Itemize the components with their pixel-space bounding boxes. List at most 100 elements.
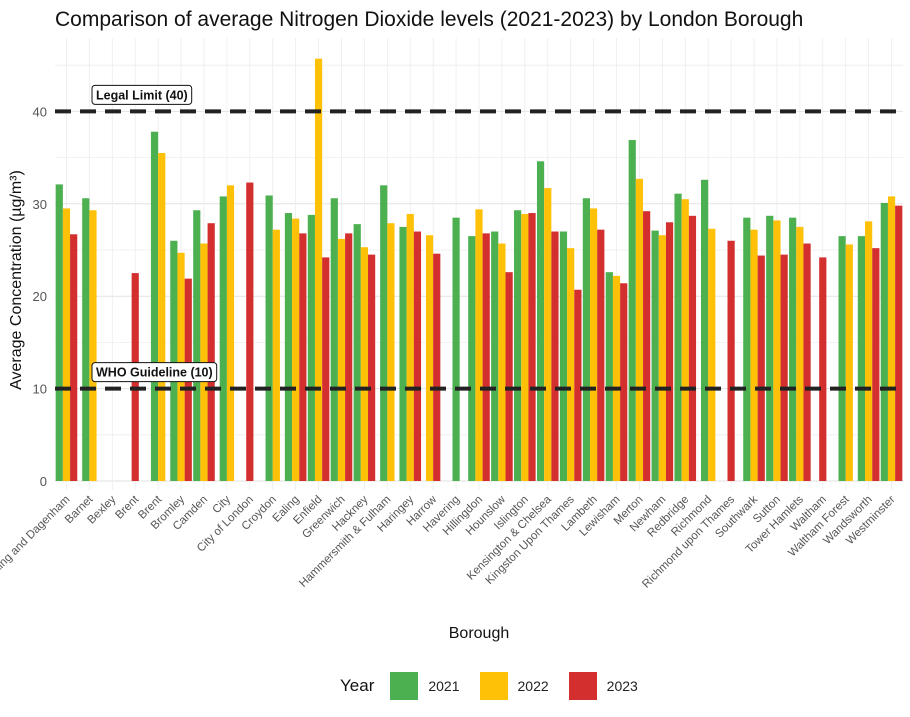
legend-swatch-2022 <box>479 672 508 700</box>
bar-2023-19 <box>505 272 513 481</box>
bar-2022-20 <box>521 213 529 482</box>
y-tick-label: 30 <box>33 197 47 212</box>
y-tick-label: 20 <box>33 289 47 304</box>
bar-2021-6 <box>193 210 201 481</box>
bar-2022-25 <box>635 178 644 482</box>
bar-2023-15 <box>413 231 422 481</box>
bar-2023-22 <box>574 289 582 481</box>
bar-2022-16 <box>425 235 434 481</box>
bar-2021-15 <box>399 226 407 481</box>
bar-2021-22 <box>559 231 568 481</box>
bar-2021-24 <box>605 272 613 481</box>
bar-2023-35 <box>872 248 880 481</box>
bar-2023-0 <box>70 234 78 481</box>
y-tick-label: 40 <box>33 104 47 119</box>
bar-2021-25 <box>628 140 636 481</box>
bar-2022-18 <box>475 209 483 481</box>
bar-2023-20 <box>528 213 536 482</box>
legend-label-2023: 2023 <box>606 678 638 694</box>
bar-2021-18 <box>468 236 476 481</box>
bar-2022-22 <box>567 248 575 481</box>
bar-2023-11 <box>322 257 330 481</box>
y-tick-label: 10 <box>33 382 47 397</box>
bar-2021-12 <box>330 198 338 482</box>
bar-2021-19 <box>491 231 499 481</box>
bar-2021-35 <box>857 236 866 481</box>
bar-2022-28 <box>708 228 716 481</box>
bar-2022-1 <box>89 210 97 481</box>
bar-2023-12 <box>345 233 353 481</box>
bar-2021-36 <box>880 202 888 481</box>
bar-2022-19 <box>498 243 506 481</box>
bar-2022-9 <box>272 229 280 481</box>
bar-2023-32 <box>803 243 811 481</box>
bar-2023-29 <box>727 240 735 481</box>
bar-2021-26 <box>651 230 659 481</box>
legend-title: Year <box>340 676 375 695</box>
bar-2023-25 <box>643 211 651 481</box>
bar-2021-4 <box>150 131 159 481</box>
bar-2022-12 <box>337 238 346 481</box>
x-tick-label: Barking and Dagenham <box>0 494 73 588</box>
y-tick-label: 0 <box>40 474 47 489</box>
bar-2022-35 <box>865 221 873 481</box>
x-axis-title: Borough <box>449 625 510 642</box>
legend-label-2022: 2022 <box>517 678 549 694</box>
bar-2021-32 <box>789 217 797 481</box>
bar-2021-5 <box>170 240 178 481</box>
bar-2021-30 <box>743 217 751 481</box>
bar-2021-14 <box>380 185 388 481</box>
bar-2022-36 <box>887 196 896 481</box>
bar-2022-21 <box>544 188 552 482</box>
bar-2022-0 <box>62 208 71 482</box>
bar-2023-27 <box>688 215 697 481</box>
bar-2023-18 <box>482 233 490 481</box>
legend: Year 2021 2022 2023 <box>340 672 658 700</box>
legend-swatch-2021 <box>390 672 419 700</box>
reference-label-40: Legal Limit (40) <box>96 88 188 102</box>
bar-2022-27 <box>681 199 689 481</box>
bar-2022-32 <box>796 226 804 481</box>
bar-2021-21 <box>536 161 545 481</box>
y-axis-title: Average Concentration (µg/m³) <box>8 170 25 390</box>
bar-2023-30 <box>757 255 765 481</box>
bar-2023-36 <box>895 205 903 481</box>
bar-2022-34 <box>845 244 853 481</box>
legend-label-2021: 2021 <box>428 678 460 694</box>
bar-2023-23 <box>597 229 605 481</box>
legend-item-2021: 2021 <box>390 672 460 700</box>
chart-title: Comparison of average Nitrogen Dioxide l… <box>55 8 804 31</box>
bar-2023-21 <box>551 231 559 481</box>
bar-2021-17 <box>452 217 460 481</box>
bar-2022-4 <box>158 152 166 482</box>
bar-2023-16 <box>433 253 441 481</box>
bar-2021-7 <box>219 196 227 481</box>
bar-2022-24 <box>612 275 621 481</box>
bar-2021-0 <box>55 184 63 481</box>
bar-2021-28 <box>700 179 709 481</box>
reference-lines-layer: Legal Limit (40) WHO Guideline (10) <box>55 84 903 391</box>
bar-2023-33 <box>819 257 827 481</box>
bar-2021-34 <box>838 236 846 481</box>
bar-2022-23 <box>589 208 598 482</box>
bar-2021-23 <box>582 198 590 482</box>
bar-2021-20 <box>514 210 522 481</box>
reference-label-box <box>91 84 193 105</box>
bar-2023-8 <box>246 182 254 481</box>
bar-2021-31 <box>766 215 774 481</box>
legend-item-2022: 2022 <box>479 672 549 700</box>
bar-2023-10 <box>299 233 307 481</box>
bar-2022-14 <box>387 223 395 482</box>
bar-2021-1 <box>82 198 90 482</box>
bar-2022-31 <box>773 220 781 481</box>
bar-2023-24 <box>620 283 628 481</box>
legend-item-2023: 2023 <box>568 672 638 700</box>
bar-2022-11 <box>314 58 323 482</box>
bar-2022-7 <box>226 185 235 481</box>
bar-2022-26 <box>658 235 666 481</box>
bar-2021-13 <box>353 224 361 482</box>
bar-2023-26 <box>665 222 674 481</box>
bar-2021-10 <box>284 213 293 482</box>
bar-2022-13 <box>360 247 369 481</box>
